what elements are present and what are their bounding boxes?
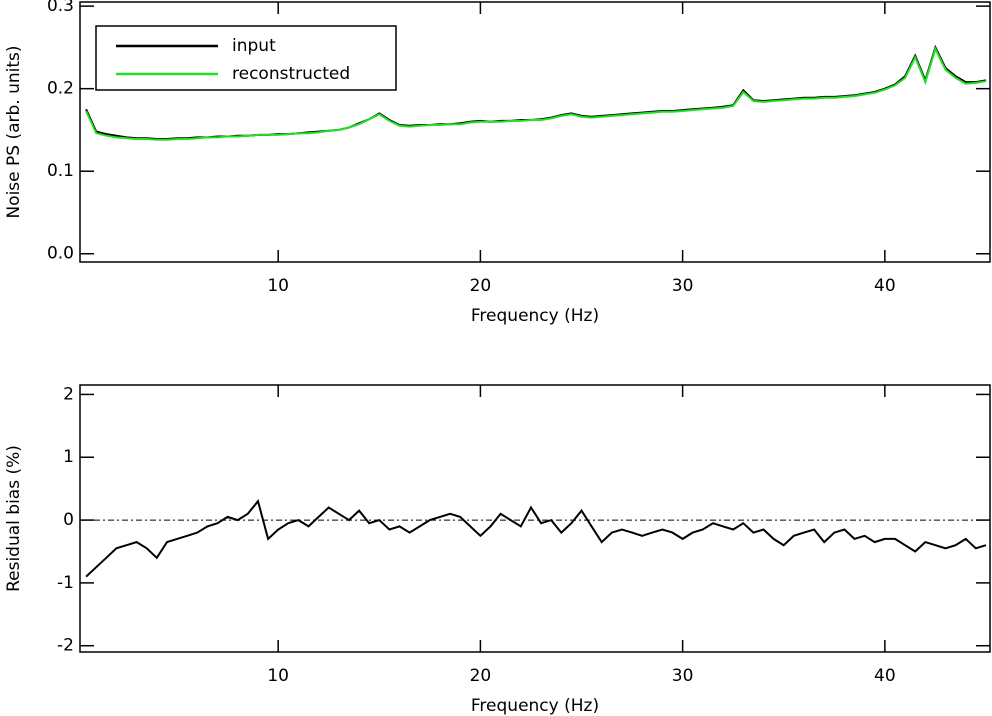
x-tick-label: 20 (470, 276, 492, 296)
plot-frame (79, 384, 991, 653)
x-tick-label: 10 (267, 666, 289, 686)
y-axis-label: Residual bias (%) (4, 445, 24, 592)
y-tick-label: 0.0 (47, 244, 74, 264)
x-tick-label: 30 (672, 666, 694, 686)
data-line (85, 499, 987, 578)
y-tick-label: 0.2 (47, 79, 74, 99)
legend-label: reconstructed (232, 64, 350, 84)
plot-frame (79, 1, 991, 263)
legend-label: input (232, 36, 276, 56)
x-tick-label: 30 (672, 276, 694, 296)
legend-box (95, 25, 397, 91)
x-axis-label: Frequency (Hz) (471, 306, 599, 326)
y-tick-label: 0 (63, 510, 74, 530)
y-tick-label: 2 (63, 384, 74, 404)
x-tick-label: 40 (874, 276, 896, 296)
x-tick-label: 10 (267, 276, 289, 296)
data-line (85, 46, 987, 141)
x-tick-label: 40 (874, 666, 896, 686)
x-axis-label: Frequency (Hz) (471, 696, 599, 716)
y-tick-label: 0.3 (47, 0, 74, 16)
y-tick-label: -2 (57, 636, 74, 656)
y-tick-label: 0.1 (47, 161, 74, 181)
y-tick-label: 1 (63, 447, 74, 467)
y-axis-label: Noise PS (arb. units) (4, 45, 24, 218)
y-tick-label: -1 (57, 573, 74, 593)
x-tick-label: 20 (470, 666, 492, 686)
